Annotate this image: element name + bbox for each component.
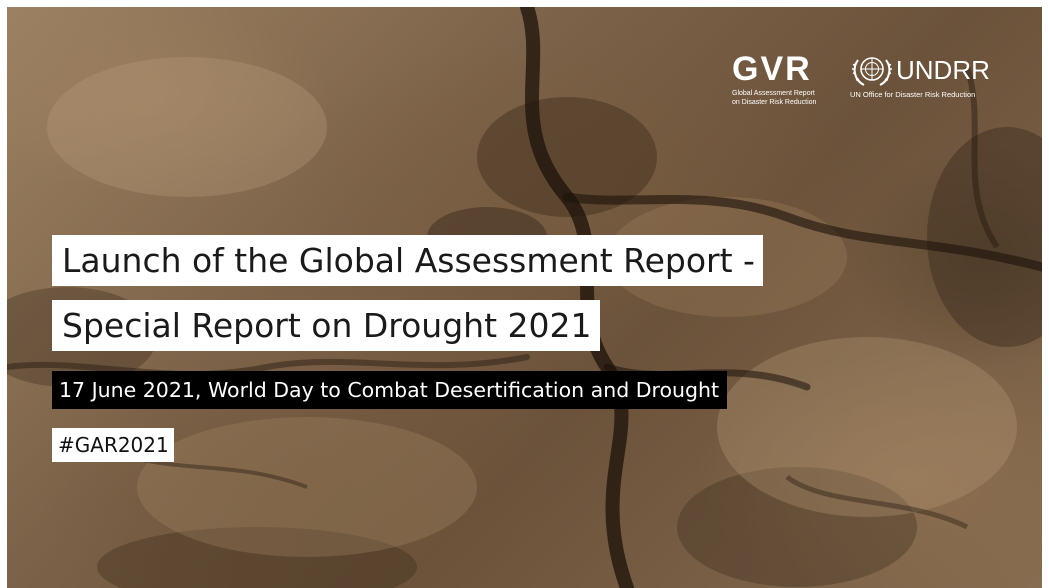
gar-subtitle-line1: Global Assessment Report: [732, 90, 815, 97]
event-banner: GVR Global Assessment Report on Disaster …: [7, 7, 1042, 588]
undrr-logo-mark: UNDRR: [896, 55, 990, 85]
title-line-2: Special Report on Drought 2021: [52, 300, 600, 351]
gar-logo-subtitle: Global Assessment Report on Disaster Risk…: [732, 89, 842, 107]
undrr-logo: UNDRR UN Office for Disaster Risk Reduct…: [850, 51, 1022, 100]
gar-logo-mark: GVR: [732, 50, 812, 88]
hashtag: #GAR2021: [52, 428, 174, 462]
gar-subtitle-line2: on Disaster Risk Reduction: [732, 99, 817, 106]
un-emblem-icon: [852, 57, 892, 86]
partner-logos: GVR Global Assessment Report on Disaster …: [732, 51, 1022, 121]
title-line-1: Launch of the Global Assessment Report -: [52, 235, 763, 286]
gar-logo: GVR Global Assessment Report on Disaster …: [732, 51, 842, 107]
undrr-logo-subtitle: UN Office for Disaster Risk Reduction: [850, 90, 976, 99]
event-date-subtitle: 17 June 2021, World Day to Combat Desert…: [52, 371, 728, 409]
